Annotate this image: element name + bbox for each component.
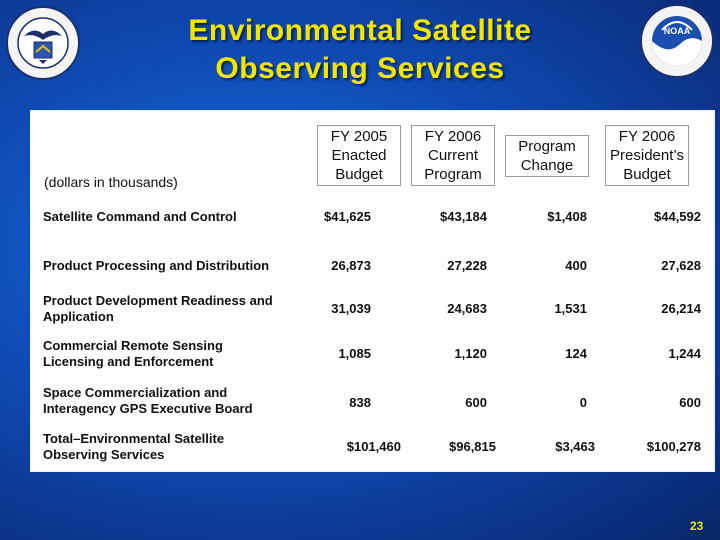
row-label-line: Satellite Command and Control bbox=[43, 209, 237, 224]
cell-fy2006-presidents: 1,244 bbox=[668, 346, 701, 361]
row-label: Satellite Command and Control bbox=[43, 209, 303, 225]
cell-fy2006-presidents: 27,628 bbox=[661, 258, 701, 273]
noaa-logo-icon: NOAA bbox=[640, 4, 714, 78]
cell-fy2006-current: $43,184 bbox=[440, 209, 487, 224]
cell-fy2006-current: 600 bbox=[465, 395, 487, 410]
column-header-fy2005-enacted: FY 2005 Enacted Budget bbox=[317, 125, 401, 186]
row-label-line: Licensing and Enforcement bbox=[43, 354, 214, 369]
row-label-line: Space Commercialization and bbox=[43, 385, 228, 400]
row-label-line: Total–Environmental Satellite bbox=[43, 431, 225, 446]
column-header-fy2006-current: FY 2006 Current Program bbox=[411, 125, 495, 186]
cell-program-change: $1,408 bbox=[547, 209, 587, 224]
row-label-line: Observing Services bbox=[43, 447, 165, 462]
cell-fy2006-current: $96,815 bbox=[449, 439, 496, 454]
header-line: President’s bbox=[610, 147, 684, 164]
page-title: Environmental Satellite Observing Servic… bbox=[100, 12, 620, 88]
row-label-line: Commercial Remote Sensing bbox=[43, 338, 223, 353]
header-line: FY 2005 bbox=[330, 128, 388, 145]
cell-fy2006-presidents: $100,278 bbox=[646, 439, 701, 454]
cell-fy2005: 31,039 bbox=[331, 301, 371, 316]
row-label: Product Processing and Distribution bbox=[43, 258, 303, 274]
cell-fy2006-presidents: 600 bbox=[679, 395, 701, 410]
row-label-line: Product Development Readiness and bbox=[43, 293, 273, 308]
department-of-commerce-seal-icon bbox=[6, 6, 80, 80]
cell-program-change: $3,463 bbox=[555, 439, 595, 454]
header-line: Current bbox=[427, 147, 479, 164]
header-line: Program bbox=[424, 166, 482, 183]
cell-fy2006-presidents: $44,592 bbox=[654, 209, 701, 224]
units-label: (dollars in thousands) bbox=[44, 174, 178, 190]
header-line: Budget bbox=[335, 166, 383, 183]
cell-program-change: 400 bbox=[565, 258, 587, 273]
cell-fy2006-current: 24,683 bbox=[447, 301, 487, 316]
title-line-1: Environmental Satellite bbox=[188, 14, 532, 47]
cell-fy2005: $41,625 bbox=[324, 209, 371, 224]
svg-text:NOAA: NOAA bbox=[664, 26, 691, 36]
row-label: Total–Environmental Satellite Observing … bbox=[43, 431, 303, 463]
header-line: FY 2006 bbox=[618, 128, 676, 145]
cell-fy2006-current: 27,228 bbox=[447, 258, 487, 273]
cell-fy2005: 26,873 bbox=[331, 258, 371, 273]
cell-fy2005: $101,460 bbox=[346, 439, 401, 454]
cell-program-change: 1,531 bbox=[554, 301, 587, 316]
header-line: FY 2006 bbox=[424, 128, 482, 145]
cell-fy2006-presidents: 26,214 bbox=[661, 301, 701, 316]
header-line: Change bbox=[520, 157, 574, 174]
cell-program-change: 124 bbox=[565, 346, 587, 361]
column-header-fy2006-presidents: FY 2006 President’s Budget bbox=[605, 125, 689, 186]
cell-fy2005: 838 bbox=[349, 395, 371, 410]
title-line-2: Observing Services bbox=[215, 52, 505, 85]
row-label-line: Product Processing and Distribution bbox=[43, 258, 270, 273]
row-label: Space Commercialization and Interagency … bbox=[43, 385, 303, 417]
header-line: Program bbox=[518, 138, 576, 155]
row-label-line: Application bbox=[43, 309, 114, 324]
cell-fy2006-current: 1,120 bbox=[454, 346, 487, 361]
page-number: 23 bbox=[690, 519, 704, 533]
column-header-program-change: Program Change bbox=[505, 135, 589, 177]
row-label-line: Interagency GPS Executive Board bbox=[43, 401, 253, 416]
row-label: Product Development Readiness and Applic… bbox=[43, 293, 303, 325]
row-label: Commercial Remote Sensing Licensing and … bbox=[43, 338, 303, 370]
budget-table: (dollars in thousands) FY 2005 Enacted B… bbox=[30, 110, 715, 472]
header-line: Budget bbox=[623, 166, 671, 183]
header-line: Enacted bbox=[331, 147, 387, 164]
cell-fy2005: 1,085 bbox=[338, 346, 371, 361]
cell-program-change: 0 bbox=[579, 395, 587, 410]
